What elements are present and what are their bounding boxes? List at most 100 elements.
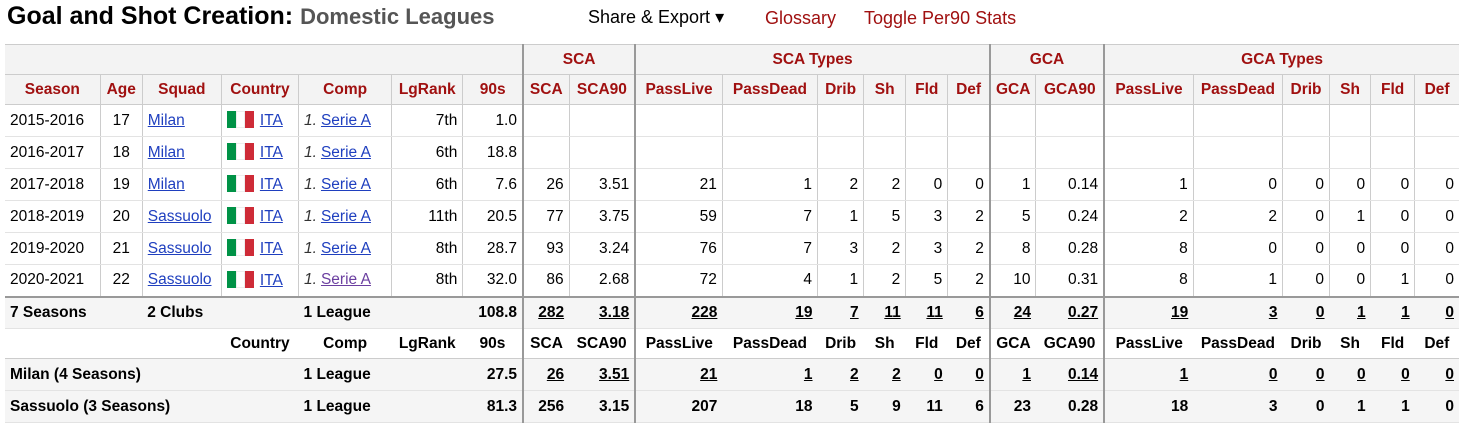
club-fld[interactable]: 0 [905, 358, 948, 391]
club-g-fld-value[interactable]: 0 [1401, 365, 1410, 383]
totals-g-def[interactable]: 0 [1414, 295, 1459, 329]
totals-g-drib-value[interactable]: 0 [1315, 303, 1325, 321]
totals-sh-value[interactable]: 11 [884, 303, 901, 321]
col-sh[interactable]: Sh [863, 74, 906, 105]
totals-g-passlive[interactable]: 19 [1103, 295, 1194, 329]
totals-sca90[interactable]: 3.18 [569, 295, 636, 329]
club-passlive-value[interactable]: 21 [700, 365, 718, 383]
totals-def[interactable]: 6 [947, 295, 990, 329]
toggle-per90-link[interactable]: Toggle Per90 Stats [864, 8, 1017, 28]
club-drib[interactable]: 2 [817, 358, 864, 391]
club-passdead-value[interactable]: 1 [803, 365, 813, 383]
totals-g-passdead-value[interactable]: 3 [1268, 303, 1278, 321]
col-gca-passdead[interactable]: PassDead [1192, 74, 1283, 105]
club-g-passlive[interactable]: 1 [1103, 358, 1194, 391]
squad-link[interactable]: Sassuolo [147, 207, 212, 225]
country-link[interactable]: ITA [259, 271, 283, 289]
squad-link[interactable]: Milan [147, 143, 185, 161]
club-passdead[interactable]: 1 [722, 358, 818, 391]
col-sca[interactable]: SCA [521, 74, 570, 105]
comp-link[interactable]: Serie A [320, 111, 371, 129]
glossary-link[interactable]: Glossary [765, 8, 837, 28]
comp-link[interactable]: Serie A [320, 239, 371, 257]
col-gca-drib[interactable]: Drib [1281, 74, 1330, 105]
club-gca90-value[interactable]: 0.14 [1067, 365, 1099, 383]
totals-gca-value[interactable]: 24 [1013, 303, 1031, 321]
squad-link[interactable]: Milan [147, 175, 185, 193]
totals-gca90-value[interactable]: 0.27 [1067, 303, 1099, 321]
totals-g-sh[interactable]: 1 [1329, 295, 1371, 329]
col-90s[interactable]: 90s [462, 74, 523, 105]
col-country[interactable]: Country [220, 74, 299, 105]
club-sh[interactable]: 2 [863, 358, 906, 391]
col-gca-sh[interactable]: Sh [1329, 74, 1371, 105]
totals-sh[interactable]: 11 [863, 295, 906, 329]
club-def-value[interactable]: 0 [975, 365, 984, 383]
col-age[interactable]: Age [99, 74, 143, 105]
squad-link[interactable]: Sassuolo [147, 239, 212, 257]
col-passdead[interactable]: PassDead [721, 74, 818, 105]
club-g-fld[interactable]: 0 [1370, 358, 1415, 391]
comp-link[interactable]: Serie A [320, 207, 371, 225]
squad-link[interactable]: Sassuolo [147, 271, 212, 289]
col-fld[interactable]: Fld [905, 74, 948, 105]
totals-sca[interactable]: 282 [521, 295, 570, 329]
comp-link[interactable]: Serie A [320, 143, 371, 161]
col-gca90[interactable]: GCA90 [1035, 74, 1105, 105]
col-squad[interactable]: Squad [141, 74, 222, 105]
country-link[interactable]: ITA [259, 240, 283, 257]
comp-link[interactable]: Serie A [320, 271, 371, 289]
club-g-sh[interactable]: 0 [1329, 358, 1371, 391]
club-g-passdead[interactable]: 0 [1193, 358, 1283, 391]
club-sh-value[interactable]: 2 [892, 365, 901, 383]
totals-sca90-value[interactable]: 3.18 [599, 303, 630, 321]
club-g-passlive-value[interactable]: 1 [1179, 365, 1189, 383]
totals-def-value[interactable]: 6 [975, 303, 984, 321]
col-gca-passlive[interactable]: PassLive [1103, 74, 1194, 105]
club-gca-value[interactable]: 1 [1022, 365, 1031, 383]
totals-drib[interactable]: 7 [817, 295, 864, 329]
col-gca-fld[interactable]: Fld [1370, 74, 1415, 105]
club-gca90[interactable]: 0.14 [1035, 358, 1105, 391]
club-g-drib[interactable]: 0 [1282, 358, 1330, 391]
totals-fld-value[interactable]: 11 [926, 303, 943, 321]
totals-g-drib[interactable]: 0 [1282, 295, 1330, 329]
club-g-sh-value[interactable]: 0 [1357, 365, 1366, 383]
club-sca-value[interactable]: 26 [546, 365, 565, 383]
share-export-menu[interactable]: Share & Export ▾ [588, 7, 725, 27]
country-link[interactable]: ITA [259, 112, 283, 129]
club-sca90-value[interactable]: 3.51 [599, 365, 630, 383]
totals-g-fld[interactable]: 1 [1370, 295, 1415, 329]
club-sca[interactable]: 26 [521, 358, 570, 391]
club-drib-value[interactable]: 2 [850, 365, 859, 383]
col-gca[interactable]: GCA [988, 74, 1036, 105]
col-comp[interactable]: Comp [298, 74, 392, 105]
comp-link[interactable]: Serie A [320, 175, 371, 193]
totals-passlive[interactable]: 228 [634, 295, 723, 329]
club-g-drib-value[interactable]: 0 [1315, 365, 1325, 383]
col-season[interactable]: Season [5, 74, 101, 105]
totals-g-fld-value[interactable]: 1 [1401, 303, 1410, 321]
totals-passlive-value[interactable]: 228 [691, 303, 718, 321]
club-def[interactable]: 0 [947, 358, 990, 391]
totals-passdead-value[interactable]: 19 [795, 303, 813, 321]
club-g-passdead-value[interactable]: 0 [1268, 365, 1278, 383]
totals-g-passdead[interactable]: 3 [1193, 295, 1283, 329]
totals-g-def-value[interactable]: 0 [1445, 303, 1454, 321]
totals-drib-value[interactable]: 7 [850, 303, 859, 321]
totals-gca[interactable]: 24 [988, 295, 1036, 329]
country-link[interactable]: ITA [259, 144, 283, 161]
totals-passdead[interactable]: 19 [722, 295, 818, 329]
col-gca-def[interactable]: Def [1414, 74, 1459, 105]
col-drib[interactable]: Drib [817, 74, 864, 105]
totals-g-passlive-value[interactable]: 19 [1171, 303, 1189, 321]
club-passlive[interactable]: 21 [634, 358, 723, 391]
col-def[interactable]: Def [947, 74, 990, 105]
country-link[interactable]: ITA [259, 208, 283, 225]
totals-gca90[interactable]: 0.27 [1035, 295, 1105, 329]
club-g-def[interactable]: 0 [1414, 358, 1459, 391]
totals-g-sh-value[interactable]: 1 [1357, 303, 1366, 321]
club-g-def-value[interactable]: 0 [1445, 365, 1454, 383]
club-fld-value[interactable]: 0 [934, 365, 943, 383]
col-sca90[interactable]: SCA90 [568, 74, 636, 105]
